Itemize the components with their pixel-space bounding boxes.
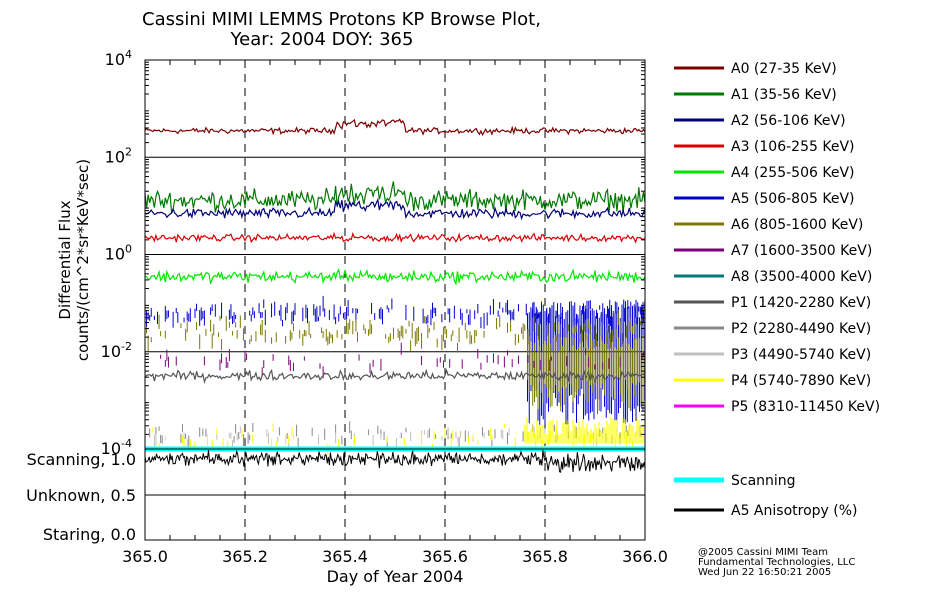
x-tick-label: 365.6 — [422, 547, 468, 566]
lower-frame — [144, 448, 646, 541]
legend-label: A4 (255-506 KeV) — [731, 165, 854, 181]
legend-item: A5 (506-805 KeV) — [674, 191, 854, 207]
series-A4 — [145, 267, 646, 286]
lower-panel-y-labels: Scanning, 1.0 Unknown, 0.5 Staring, 0.0 — [26, 450, 136, 544]
credit-line-3: Wed Jun 22 16:50:21 2005 — [698, 567, 832, 578]
series-layer — [144, 118, 646, 473]
y-tick-label: 102 — [105, 145, 132, 166]
x-axis-label: Day of Year 2004 — [327, 567, 464, 586]
legend-item: A6 (805-1600 KeV) — [674, 217, 863, 233]
anisotropy-line — [144, 449, 646, 473]
legend-item: P4 (5740-7890 KeV) — [674, 373, 871, 389]
series-A0 — [144, 118, 646, 137]
legend-label: A1 (35-56 KeV) — [731, 87, 837, 103]
legend-label: A5 (506-805 KeV) — [731, 191, 854, 207]
y-axis-label-line2: counts/(cm^2*sr*KeV*sec) — [74, 159, 92, 361]
legend: A0 (27-35 KeV) A1 (35-56 KeV) A2 (56-106 K… — [674, 61, 880, 519]
credit-line-1: @2005 Cassini MIMI Team — [698, 547, 828, 558]
series-P1 — [144, 368, 646, 384]
legend-label: P5 (8310-11450 KeV) — [731, 399, 880, 415]
legend-label: A8 (3500-4000 KeV) — [731, 269, 872, 285]
chart-title-line2: Year: 2004 DOY: 365 — [230, 29, 414, 50]
legend-item: P2 (2280-4490 KeV) — [674, 321, 871, 337]
y-tick-label: 100 — [105, 243, 132, 264]
legend-item: A4 (255-506 KeV) — [674, 165, 854, 181]
legend-label: P4 (5740-7890 KeV) — [731, 373, 871, 389]
legend-label: A7 (1600-3500 KeV) — [731, 243, 872, 259]
series-line — [144, 197, 646, 221]
legend-item: P3 (4490-5740 KeV) — [674, 347, 871, 363]
legend-item: P5 (8310-11450 KeV) — [674, 399, 880, 415]
legend-item: A8 (3500-4000 KeV) — [674, 269, 872, 285]
x-tick-label: 365.0 — [122, 547, 168, 566]
lower-y-label: Unknown, 0.5 — [26, 486, 136, 505]
series-A2 — [144, 197, 646, 221]
credit-line-2: Fundamental Technologies, LLC — [698, 557, 856, 568]
legend-label: P1 (1420-2280 KeV) — [731, 295, 871, 311]
series-line — [144, 118, 646, 137]
chart-title-line1: Cassini MIMI LEMMS Protons KP Browse Plo… — [142, 9, 541, 30]
x-tick-label: 366.0 — [622, 547, 668, 566]
legend-item: A2 (56-106 KeV) — [674, 113, 846, 129]
series-A7 — [160, 342, 644, 379]
lower-grid — [145, 449, 645, 540]
series-line — [144, 181, 646, 214]
series-P4 — [152, 416, 646, 456]
y-tick-label: 10-2 — [101, 340, 132, 361]
legend-item: A0 (27-35 KeV) — [674, 61, 837, 77]
legend-label: A0 (27-35 KeV) — [731, 61, 837, 77]
legend-item: A1 (35-56 KeV) — [674, 87, 837, 103]
series-A3 — [144, 231, 645, 244]
legend-label: P3 (4490-5740 KeV) — [731, 347, 871, 363]
legend-label: Scanning — [731, 473, 796, 489]
legend-item: A3 (106-255 KeV) — [674, 139, 854, 155]
y-axis-label-line1: Differential Flux — [56, 200, 74, 319]
legend-item: A5 Anisotropy (%) — [674, 503, 858, 519]
x-tick-label: 365.4 — [322, 547, 368, 566]
lower-y-label: Staring, 0.0 — [43, 525, 136, 544]
legend-label: P2 (2280-4490 KeV) — [731, 321, 871, 337]
legend-item: A7 (1600-3500 KeV) — [674, 243, 872, 259]
x-tick-labels: 365.0 365.2 365.4 365.6 365.8 366.0 — [122, 547, 668, 566]
series-line — [145, 267, 646, 286]
x-tick-label: 365.8 — [522, 547, 568, 566]
legend-label: A2 (56-106 KeV) — [731, 113, 846, 129]
series-A1 — [144, 181, 646, 214]
x-tick-label: 365.2 — [222, 547, 268, 566]
series-line — [144, 368, 646, 384]
lower-y-label: Scanning, 1.0 — [27, 450, 136, 469]
legend-label: A3 (106-255 KeV) — [731, 139, 854, 155]
legend-item: Scanning — [674, 473, 796, 489]
legend-label: A5 Anisotropy (%) — [731, 503, 858, 519]
legend-item: P1 (1420-2280 KeV) — [674, 295, 871, 311]
axes-layer — [144, 59, 646, 541]
legend-label: A6 (805-1600 KeV) — [731, 217, 863, 233]
y-tick-label: 104 — [105, 48, 132, 69]
series-line — [144, 231, 645, 244]
